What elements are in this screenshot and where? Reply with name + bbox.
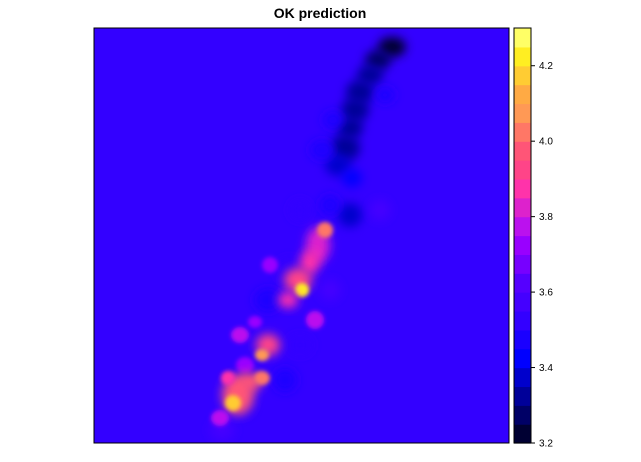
legend-band — [514, 197, 531, 218]
prediction-cell — [255, 349, 269, 361]
legend-band — [514, 292, 531, 312]
legend-band — [514, 84, 531, 105]
prediction-cell — [211, 410, 229, 426]
prediction-cell — [338, 203, 362, 227]
legend-band — [514, 178, 531, 199]
prediction-cell — [225, 395, 241, 411]
prediction-cell — [290, 200, 310, 220]
legend-band — [514, 329, 531, 350]
legend-tick-label: 3.6 — [539, 288, 553, 299]
prediction-surface — [210, 37, 406, 440]
prediction-cell — [278, 292, 298, 308]
legend-ticks: 3.2 3.4 3.6 3.8 4.0 4.2 — [531, 61, 553, 450]
legend-color-bands — [514, 28, 531, 444]
prediction-cell — [357, 65, 383, 85]
legend-tick-label: 3.2 — [539, 439, 553, 450]
legend-band — [514, 405, 531, 425]
prediction-cell — [323, 111, 343, 129]
prediction-map — [93, 27, 510, 444]
prediction-cell — [262, 257, 278, 273]
prediction-cell — [320, 195, 340, 215]
prediction-cell — [310, 140, 334, 160]
legend-tick-label: 4.2 — [539, 61, 553, 72]
legend-band — [514, 273, 531, 293]
legend-band — [514, 235, 531, 255]
legend-band — [514, 160, 531, 180]
prediction-cell — [365, 50, 391, 70]
prediction-cell — [288, 335, 312, 355]
legend-frame — [513, 27, 532, 444]
chart-title: OK prediction — [274, 5, 367, 21]
prediction-cell — [254, 371, 270, 385]
legend-band — [514, 348, 531, 369]
legend-band — [514, 367, 531, 388]
legend-tick-label: 3.8 — [539, 212, 553, 223]
prediction-cell — [295, 283, 309, 297]
prediction-cell — [342, 169, 362, 187]
legend-band — [514, 65, 531, 86]
legend-band — [514, 424, 531, 444]
prediction-cell — [248, 316, 262, 328]
prediction-cell — [306, 311, 324, 329]
prediction-cell — [320, 280, 340, 300]
prediction-cell — [346, 80, 374, 104]
prediction-cell — [273, 368, 297, 392]
prediction-cell — [325, 154, 351, 176]
prediction-cell — [337, 117, 363, 139]
prediction-cell — [254, 288, 282, 312]
legend-tick-label: 3.4 — [539, 363, 553, 374]
prediction-cell — [221, 371, 235, 385]
prediction-cell — [341, 98, 369, 122]
prediction-cell — [317, 222, 333, 238]
prediction-cell — [231, 327, 249, 343]
legend-band — [514, 46, 531, 67]
legend-band — [514, 103, 531, 123]
legend-band — [514, 254, 531, 274]
map-frame — [93, 27, 510, 444]
legend-band — [514, 122, 531, 142]
prediction-cell — [370, 200, 390, 220]
legend-band — [514, 141, 531, 161]
prediction-cell — [375, 87, 395, 103]
color-legend: 3.2 3.4 3.6 3.8 4.0 4.2 — [513, 27, 553, 450]
legend-band — [514, 216, 531, 237]
prediction-cell — [300, 250, 320, 274]
legend-band — [514, 28, 531, 48]
legend-tick-label: 4.0 — [539, 137, 553, 148]
prediction-cell — [236, 357, 254, 373]
legend-band — [514, 310, 531, 331]
legend-band — [514, 386, 531, 406]
map-background — [94, 28, 509, 443]
